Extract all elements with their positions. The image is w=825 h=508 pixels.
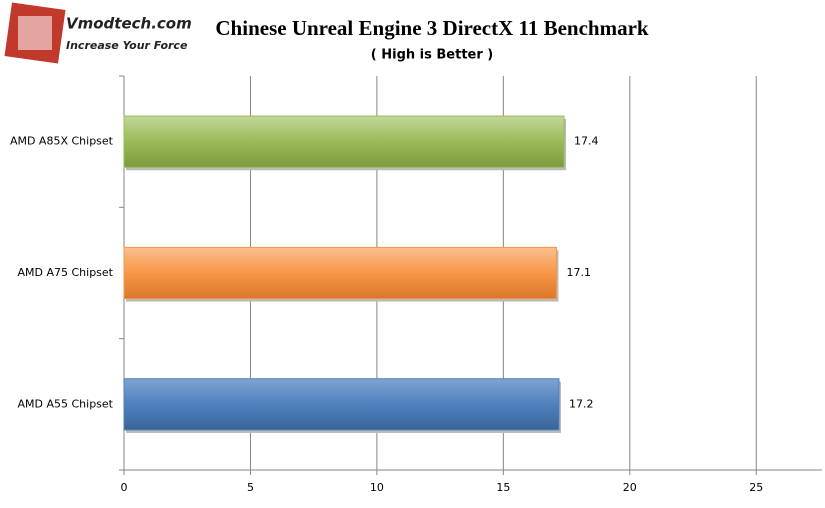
logo: Vmodtech.com Increase Your Force [4,2,192,64]
bar [123,378,560,431]
bar [123,115,565,168]
x-tick-label: 25 [749,481,763,494]
y-tick-label: AMD A75 Chipset [17,266,113,279]
chart-subtitle: ( High is Better ) [371,48,493,63]
x-tick-label: 10 [370,481,384,494]
value-label: 17.2 [569,397,594,410]
value-label: 17.1 [566,266,591,279]
logo-name: Vmodtech.com [66,15,192,33]
logo-tagline: Increase Your Force [66,39,188,52]
y-tick-label: AMD A55 Chipset [17,397,113,410]
x-tick-label: 15 [496,481,510,494]
logo-icon-inner [18,16,52,50]
y-tick-label: AMD A85X Chipset [10,135,114,148]
bar [123,246,557,300]
value-label: 17.4 [574,135,599,148]
x-tick-label: 20 [623,481,637,494]
x-tick-label: 0 [121,481,128,494]
chart-title: Chinese Unreal Engine 3 DirectX 11 Bench… [215,16,649,40]
x-tick-label: 5 [247,481,254,494]
